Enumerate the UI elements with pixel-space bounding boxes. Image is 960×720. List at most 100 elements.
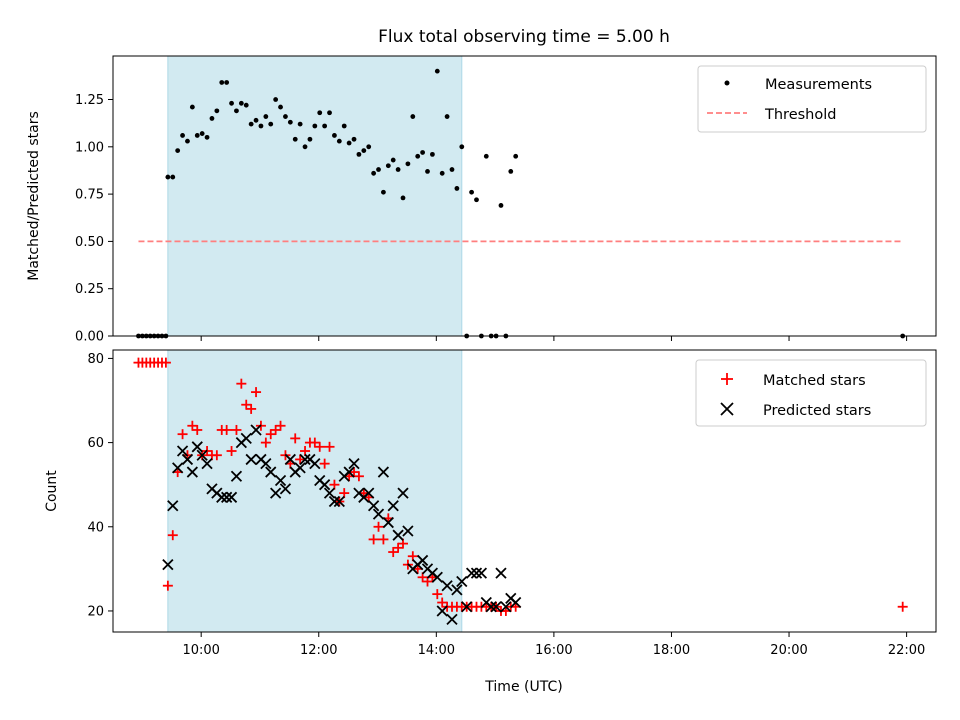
top-shaded-interval [167,55,463,337]
predicted-star-point [382,516,394,529]
x-tick-label: 14:00 [418,643,455,658]
top-legend-box [697,65,927,133]
matched-star-point [226,446,237,457]
predicted-star-point [343,466,355,478]
measurement-point [278,104,283,110]
matched-star-point [432,589,443,600]
measurement-point [165,174,171,180]
predicted-star-point [485,601,497,613]
top-y-tick-label: 0.25 [75,282,104,297]
predicted-star-point [392,529,404,541]
predicted-star-point [181,453,194,466]
predicted-star-point [250,424,262,436]
predicted-star-point [162,559,174,571]
matched-star-point [290,433,301,444]
matched-star-point [275,420,286,431]
predicted-star-point [441,580,453,592]
measurement-point [199,131,205,136]
measurement-point [400,195,406,201]
predicted-star-point [465,567,478,579]
predicted-star-point [225,491,238,503]
predicted-star-point [299,453,311,466]
predicted-star-point [270,487,282,499]
predicted-star-point [176,445,189,457]
measurement-point [513,153,519,159]
matched-star-point [162,580,173,591]
measurement-point [430,151,435,157]
measurement-point [405,161,411,167]
measurement-point [312,123,318,129]
measurement-point [234,108,239,114]
predicted-star-point [363,487,375,499]
measurement-point [322,123,328,129]
bottom-x-ticks: 10:00 12:00 14:00 16:00 18:00 20:00 22:00 [182,632,925,658]
matched-star-point [167,530,178,541]
bottom-y-tick-label: 40 [87,520,104,535]
measurement-point [204,134,210,140]
measurement-point [258,123,264,129]
measurement-point [263,114,269,119]
predicted-star-point [348,458,360,470]
measurement-point [317,110,323,116]
predicted-star-point [446,613,458,626]
predicted-star-point [196,449,208,461]
predicted-star-point [309,458,321,470]
predicted-star-point [167,500,179,512]
measurement-point [283,114,288,119]
matched-star-point [324,441,335,452]
top-y-tick-label: 0.75 [75,188,104,203]
matched-star-point [319,458,330,469]
measurement-point [287,119,293,125]
measurement-point [209,116,215,121]
predicted-star-point [333,495,345,508]
predicted-star-point [240,432,252,445]
legend-threshold-label: Threshold [764,107,836,123]
predicted-star-point [490,601,502,613]
measurement-point [381,189,386,195]
matched-star-point [221,424,232,435]
legend-matched-label: Matched stars [763,373,866,389]
predicted-star-point [172,462,184,474]
matched-star-point [160,357,171,368]
measurement-point [268,121,274,127]
top-y-axis-label: Matched/Predicted stars [26,111,42,281]
matched-star-point [378,534,389,545]
measurement-point [336,138,342,144]
measurement-point [224,80,230,85]
matched-star-point [373,521,384,532]
measurement-point [253,117,259,123]
matched-star-point [353,471,364,482]
measurement-point [180,133,185,138]
x-tick-label: 12:00 [300,643,337,658]
legend-predicted-label: Predicted stars [763,403,871,419]
predicted-star-point [294,462,306,474]
predicted-star-point [367,500,380,512]
measurement-point [189,104,195,110]
measurement-point [425,169,430,174]
predicted-star-point [245,453,257,466]
predicted-star-point [186,466,198,478]
measurement-point [351,136,357,142]
x-tick-label: 18:00 [653,643,690,658]
predicted-star-point [201,458,213,470]
matched-star-point [246,403,257,414]
legend-matched-marker [721,373,733,385]
predicted-star-point [456,575,468,588]
predicted-star-point [500,601,512,613]
matched-star-point [251,387,262,398]
x-tick-label: 22:00 [888,643,925,658]
matched-star-point [231,424,242,435]
predicted-star-point [451,584,463,596]
predicted-star-point [284,453,296,466]
predicted-star-point [402,525,414,537]
predicted-star-point [221,491,233,503]
top-axes-frame [112,55,937,337]
top-x-ticks [200,336,908,341]
bottom-y-tick-label: 20 [87,604,104,619]
predicted-star-point [387,500,399,512]
matched-star-point [368,534,379,545]
predicted-star-point [372,508,385,520]
measurement-point [439,170,445,176]
predicted-star-point [230,470,243,482]
predicted-star-point [260,458,272,470]
